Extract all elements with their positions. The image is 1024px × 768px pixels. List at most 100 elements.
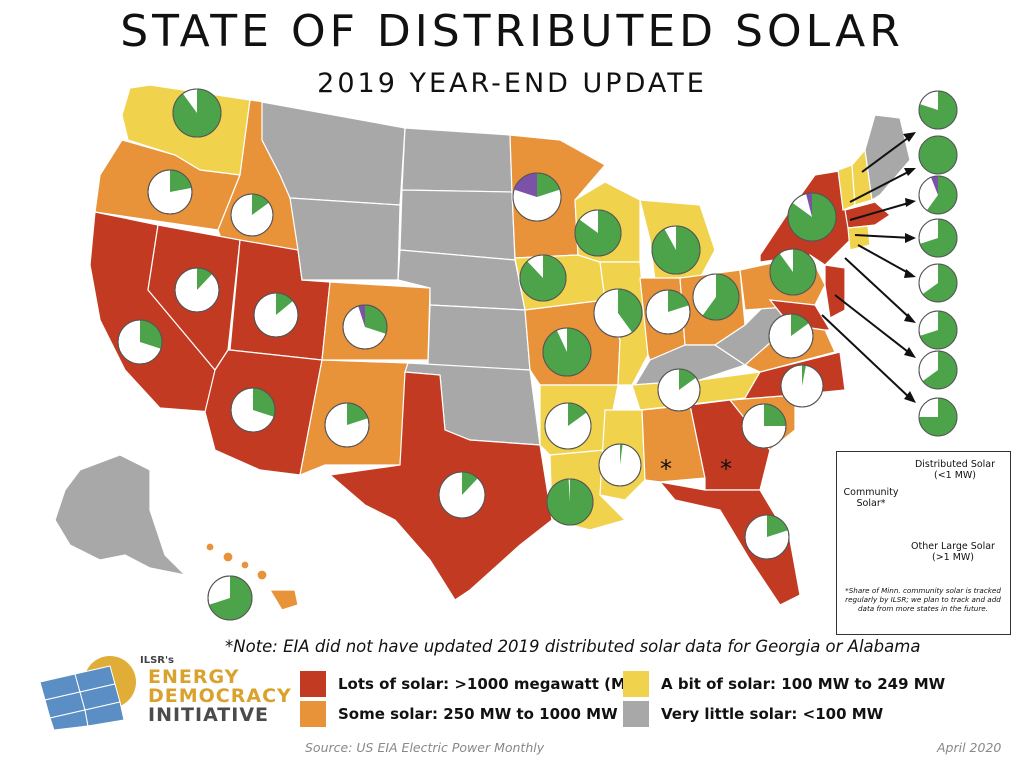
pie-slice-distributed-mi bbox=[652, 226, 701, 274]
pie-layer bbox=[117, 88, 958, 621]
pie-slice-distributed-mn bbox=[537, 173, 560, 197]
pie-slice-distributed-de bbox=[922, 351, 958, 390]
publication-date: April 2020 bbox=[937, 740, 1002, 755]
pie-slice-community-ny bbox=[806, 193, 812, 217]
pie-slice-distributed-az bbox=[253, 388, 275, 417]
legend-some-swatch bbox=[300, 701, 326, 727]
pie-outline-hi bbox=[207, 575, 253, 621]
pie-outline-ri bbox=[918, 263, 958, 303]
pie-outline-nc bbox=[780, 364, 824, 408]
pie-outline-ct bbox=[918, 218, 958, 258]
asterisk-ga: * bbox=[720, 455, 732, 483]
key-other-label: Other Large Solar (>1 MW) bbox=[911, 541, 995, 563]
pie-outline-co bbox=[342, 304, 388, 350]
arrowheads bbox=[903, 132, 916, 403]
pie-slice-distributed-ut bbox=[276, 293, 293, 315]
pie-slice-distributed-hi bbox=[209, 576, 252, 620]
legend-bit: A bit of solar: 100 MW to 249 MW bbox=[623, 671, 945, 697]
state-ct bbox=[847, 225, 871, 251]
pie-slice-distributed-vt bbox=[919, 91, 957, 129]
pie-outline-mi bbox=[651, 225, 701, 275]
state-ak bbox=[54, 454, 187, 576]
map-subtitle: 2019 YEAR-END UPDATE bbox=[317, 68, 707, 99]
pie-outline-ut bbox=[253, 292, 299, 338]
pie-outline-nj bbox=[918, 310, 958, 350]
pie-outline-az bbox=[230, 387, 276, 433]
pie-slice-distributed-nh bbox=[919, 136, 957, 174]
pie-slice-distributed-in bbox=[668, 290, 689, 312]
logo-ilsr: ILSR's bbox=[140, 655, 175, 666]
state-fl bbox=[658, 481, 801, 606]
legend-little-label: Very little solar: <100 MW bbox=[661, 705, 884, 723]
pie-outline-la bbox=[546, 478, 594, 526]
pie-slice-distributed-fl bbox=[767, 515, 788, 537]
state-wy bbox=[289, 197, 401, 281]
pie-slice-distributed-or bbox=[170, 170, 192, 192]
pie-slice-distributed-wi bbox=[575, 210, 622, 256]
key-community-label: Community Solar* bbox=[843, 487, 899, 509]
pie-slice-distributed-tx bbox=[462, 472, 478, 495]
state-nd bbox=[401, 127, 513, 193]
pie-slice-distributed-pa bbox=[770, 249, 817, 295]
logo-energy: ENERGY bbox=[148, 666, 240, 688]
pie-outline-ia bbox=[519, 254, 567, 302]
pie-slice-distributed-ma bbox=[926, 176, 957, 214]
pie-slice-distributed-ms bbox=[620, 444, 623, 465]
pie-slice-distributed-mo bbox=[543, 328, 592, 376]
pie-slice-distributed-co bbox=[365, 305, 387, 334]
pie-slice-distributed-wa bbox=[173, 89, 222, 137]
pie-outline-mn bbox=[512, 172, 562, 222]
pie-outline-md bbox=[918, 397, 958, 437]
pie-slice-distributed-nc bbox=[802, 365, 806, 386]
data-note: *Note: EIA did not have updated 2019 dis… bbox=[225, 637, 921, 656]
pie-slice-distributed-md bbox=[919, 398, 957, 436]
pie-outline-nh bbox=[918, 135, 958, 175]
key-distributed-label: Distributed Solar (<1 MW) bbox=[914, 459, 996, 481]
legend-bit-label: A bit of solar: 100 MW to 249 MW bbox=[661, 675, 946, 693]
pie-slice-distributed-la bbox=[546, 479, 593, 526]
legend-lots: Lots of solar: >1000 megawatt (MW) bbox=[300, 671, 649, 697]
pie-outline-ca bbox=[117, 319, 163, 365]
pie-slice-community-ma bbox=[931, 176, 938, 195]
pie-outline-nv bbox=[174, 267, 220, 313]
legend-some: Some solar: 250 MW to 1000 MW bbox=[300, 701, 618, 727]
pie-slice-distributed-va bbox=[791, 314, 809, 336]
legend-little-swatch bbox=[623, 701, 649, 727]
logo-mark bbox=[40, 656, 136, 730]
pie-outline-in bbox=[645, 289, 691, 335]
pie-outline-ny bbox=[787, 192, 837, 242]
pie-key-box bbox=[836, 451, 1011, 635]
legend-lots-label: Lots of solar: >1000 megawatt (MW) bbox=[338, 675, 650, 693]
pie-outline-nm bbox=[324, 402, 370, 448]
legend-lots-swatch bbox=[300, 671, 326, 697]
pie-outline-wa bbox=[172, 88, 222, 138]
pie-slice-distributed-ca bbox=[140, 320, 163, 349]
key-footnote: *Share of Minn. community solar is track… bbox=[845, 586, 1001, 613]
pie-outline-or bbox=[147, 169, 193, 215]
state-hi bbox=[205, 542, 299, 611]
pie-slice-distributed-oh bbox=[702, 274, 739, 321]
pie-outline-sc bbox=[741, 403, 787, 449]
asterisk-al: * bbox=[660, 455, 672, 483]
state-sd bbox=[399, 189, 516, 261]
pie-outline-il bbox=[593, 288, 643, 338]
pie-outline-ar bbox=[544, 402, 592, 450]
logo-democracy: DEMOCRACY bbox=[148, 685, 292, 707]
pie-slice-distributed-ar bbox=[568, 403, 587, 426]
pie-outline-mo bbox=[542, 327, 592, 377]
pie-outline-de bbox=[918, 350, 958, 390]
state-nj bbox=[824, 264, 846, 319]
pie-slice-distributed-nv bbox=[197, 268, 213, 290]
state-me bbox=[864, 114, 911, 201]
state-ks bbox=[427, 304, 531, 371]
map-title: STATE OF DISTRIBUTED SOLAR bbox=[120, 6, 904, 57]
pie-outline-tn bbox=[657, 368, 701, 412]
pie-outline-fl bbox=[744, 514, 790, 560]
legend-little: Very little solar: <100 MW bbox=[623, 701, 883, 727]
pie-slice-distributed-sc bbox=[764, 404, 786, 426]
pie-outline-tx bbox=[438, 471, 486, 519]
pie-slice-distributed-tn bbox=[679, 369, 696, 390]
legend-bit-swatch bbox=[623, 671, 649, 697]
pie-slice-distributed-nm bbox=[347, 403, 368, 425]
